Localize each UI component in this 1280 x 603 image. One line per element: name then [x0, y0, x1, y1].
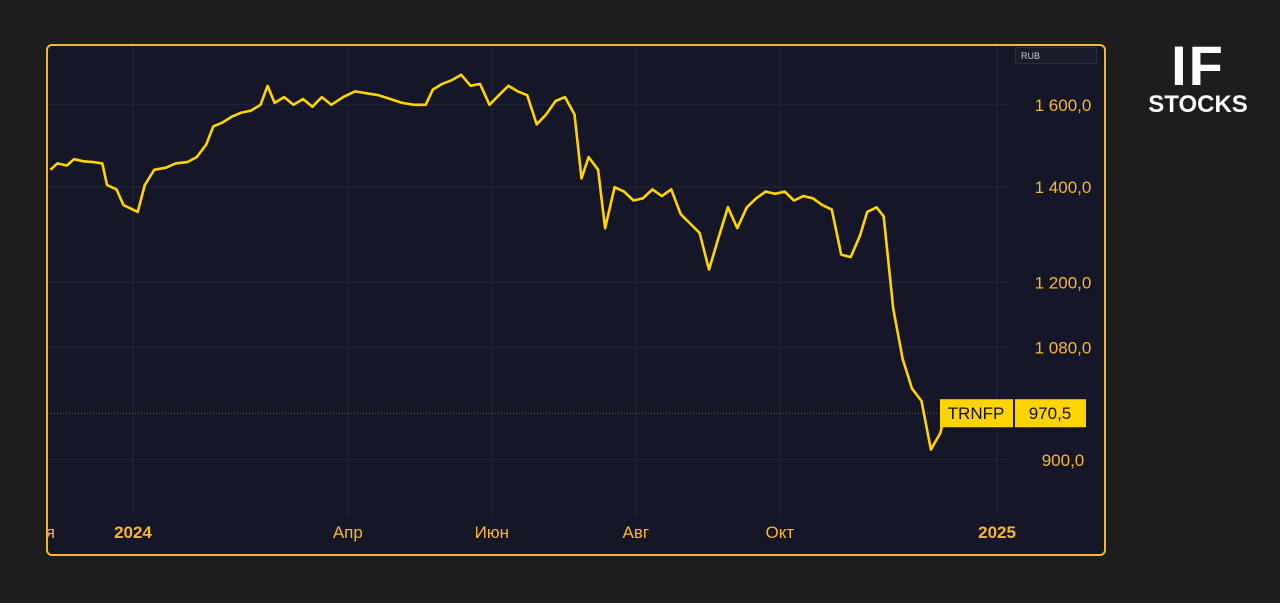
x-tick-label: оя	[48, 523, 55, 542]
x-tick-label: Июн	[475, 523, 509, 542]
x-tick-label: 2024	[114, 523, 152, 542]
series-group	[49, 73, 950, 451]
y-axis: 1 600,0 1 400,0 1 200,0 1 080,0 900,0	[1035, 96, 1092, 470]
x-axis: оя 2024 Апр Июн Авг Окт 2025	[48, 523, 1016, 542]
x-tick-label: Авг	[623, 523, 650, 542]
x-tick-label: Окт	[766, 523, 795, 542]
grid	[48, 46, 1008, 516]
y-tick-label: 900,0	[1042, 451, 1085, 470]
y-tick-label: 1 200,0	[1035, 273, 1092, 292]
x-tick-label: Апр	[333, 523, 363, 542]
last-value-box	[1015, 399, 1086, 428]
x-tick-label: 2025	[978, 523, 1016, 542]
logo-line-1: IF	[1171, 34, 1225, 97]
y-tick-label: 1 600,0	[1035, 96, 1092, 115]
last-price-label: TRNFP 970,5	[940, 399, 1086, 428]
ticker-label-box	[940, 399, 1013, 428]
y-tick-label: 1 080,0	[1035, 338, 1092, 357]
y-tick-label: 1 400,0	[1035, 178, 1092, 197]
last-value-text: 970,5	[1029, 404, 1072, 423]
price-chart: 1 600,0 1 400,0 1 200,0 1 080,0 900,0 оя 2024…	[48, 46, 1092, 542]
currency-badge: RUB	[1015, 47, 1097, 64]
chart-frame: 1 600,0 1 400,0 1 200,0 1 080,0 900,0 оя 2024…	[46, 44, 1106, 556]
brand-logo: IF STOCKS	[1138, 34, 1258, 118]
ticker-label: TRNFP	[948, 404, 1005, 423]
logo-line-2: STOCKS	[1148, 91, 1248, 118]
series-line	[49, 73, 947, 451]
